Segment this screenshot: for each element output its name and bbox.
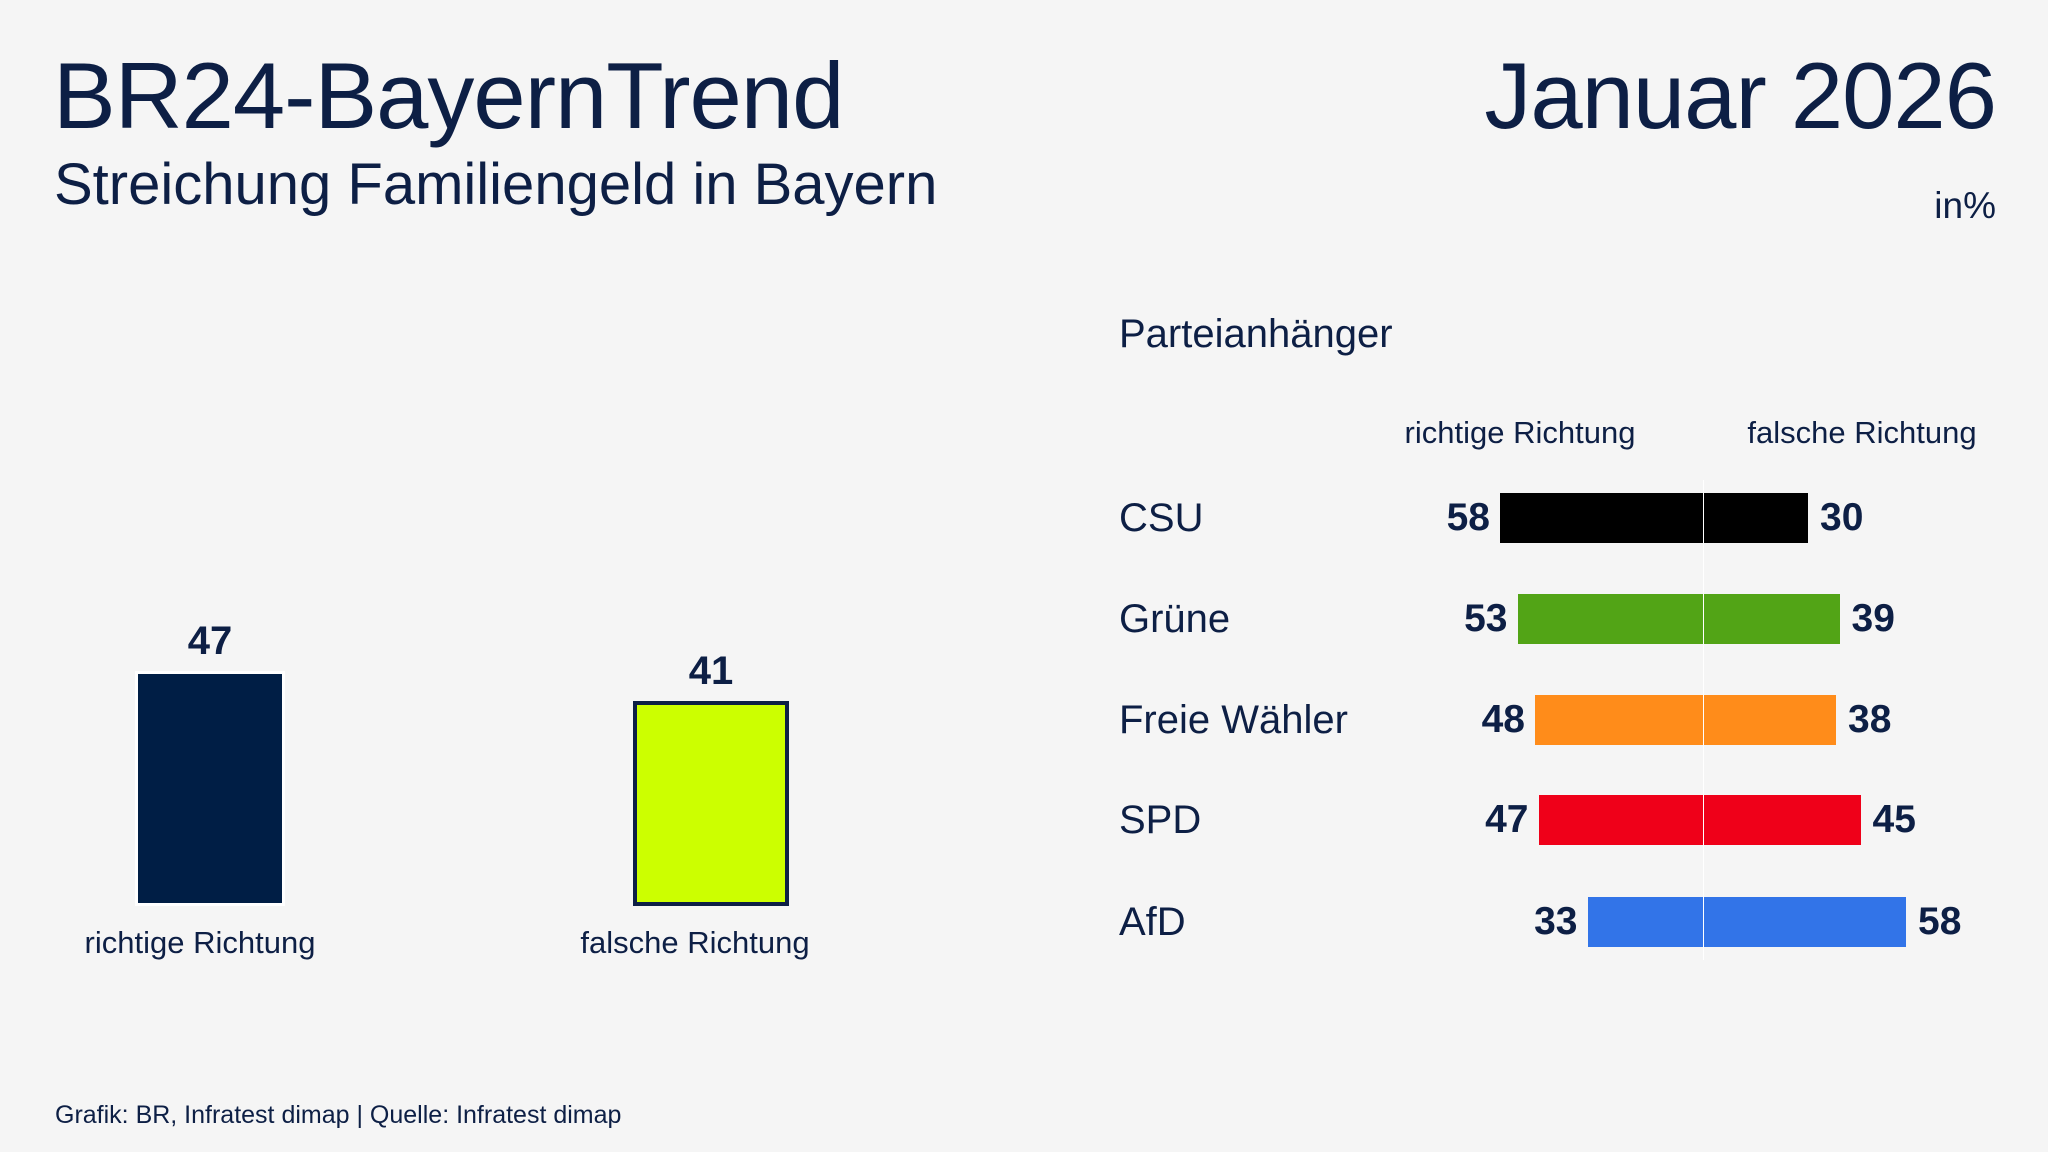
chart-subtitle: Streichung Familiengeld in Bayern (54, 152, 938, 217)
bar-richtige (1587, 897, 1703, 947)
bar-value-label: 41 (688, 649, 734, 693)
bar-falsche (633, 701, 789, 906)
party-label: CSU (1119, 496, 1204, 540)
bar-richtige (1535, 695, 1703, 745)
center-axis-line (1703, 480, 1704, 960)
column-header-richtige: richtige Richtung (1404, 415, 1636, 450)
chart-title: BR24-BayernTrend (53, 43, 844, 148)
value-label-richtige: 33 (1534, 900, 1578, 943)
party-label: AfD (1119, 900, 1186, 944)
bar-falsche (1703, 695, 1836, 745)
column-header-falsche: falsche Richtung (1747, 415, 1977, 450)
value-label-falsche: 39 (1851, 597, 1895, 640)
value-label-falsche: 38 (1848, 698, 1892, 741)
bar-falsche (1703, 493, 1808, 543)
value-label-richtige: 48 (1481, 698, 1525, 741)
bar-falsche (1703, 594, 1840, 644)
bar-richtige (1500, 493, 1703, 543)
bar-richtige (1538, 795, 1703, 845)
value-label-falsche: 58 (1918, 900, 1962, 943)
category-label: richtige Richtung (84, 925, 316, 960)
party-panel-title: Parteianhänger (1119, 312, 1393, 356)
value-label-falsche: 45 (1872, 798, 1916, 841)
bar-falsche (1703, 897, 1906, 947)
bar-richtige (135, 671, 285, 906)
value-label-richtige: 47 (1485, 798, 1529, 841)
bar-falsche (1703, 795, 1861, 845)
survey-date: Januar 2026 (1484, 43, 1997, 148)
unit-label: in% (1934, 185, 1996, 226)
category-label: falsche Richtung (580, 925, 810, 960)
value-label-falsche: 30 (1820, 496, 1864, 539)
value-label-richtige: 58 (1446, 496, 1490, 539)
value-label-richtige: 53 (1464, 597, 1508, 640)
party-label: SPD (1119, 798, 1202, 842)
bar-value-label: 47 (187, 619, 233, 663)
bar-richtige (1517, 594, 1703, 644)
party-label: Grüne (1119, 597, 1231, 641)
party-label: Freie Wähler (1119, 698, 1348, 742)
source-footer: Grafik: BR, Infratest dimap | Quelle: In… (55, 1101, 622, 1129)
